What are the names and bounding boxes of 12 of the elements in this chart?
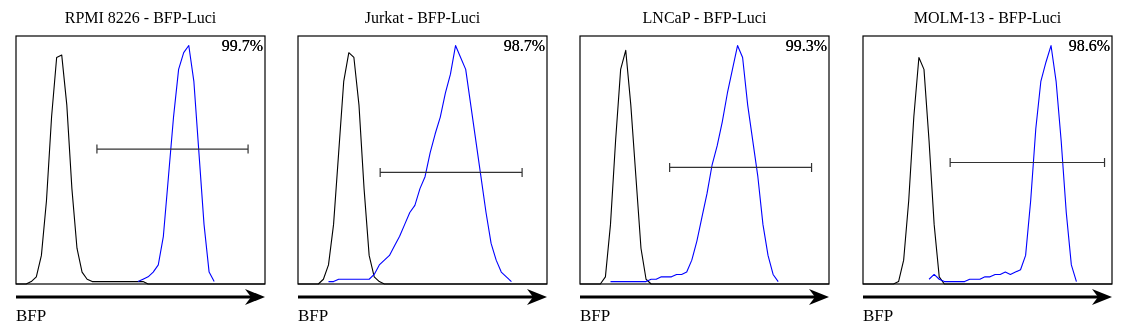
x-axis-title: BFP xyxy=(863,306,894,325)
chart-title: LNCaP - BFP-Luci xyxy=(642,9,767,26)
annotation: 99.7% xyxy=(221,37,263,54)
x-axis-title: BFP xyxy=(16,306,47,325)
chart-title: RPMI 8226 - BFP-Luci xyxy=(64,9,217,26)
annotation: 98.6% xyxy=(1068,37,1110,54)
x-axis-title: BFP xyxy=(580,306,611,325)
chart-title: Jurkat - BFP-Luci xyxy=(364,9,481,26)
x-axis-title: BFP xyxy=(298,306,329,325)
annotation: 99.3% xyxy=(785,37,827,54)
chart-title: MOLM-13 - BFP-Luci xyxy=(913,9,1062,26)
annotation: 98.7% xyxy=(503,37,545,54)
